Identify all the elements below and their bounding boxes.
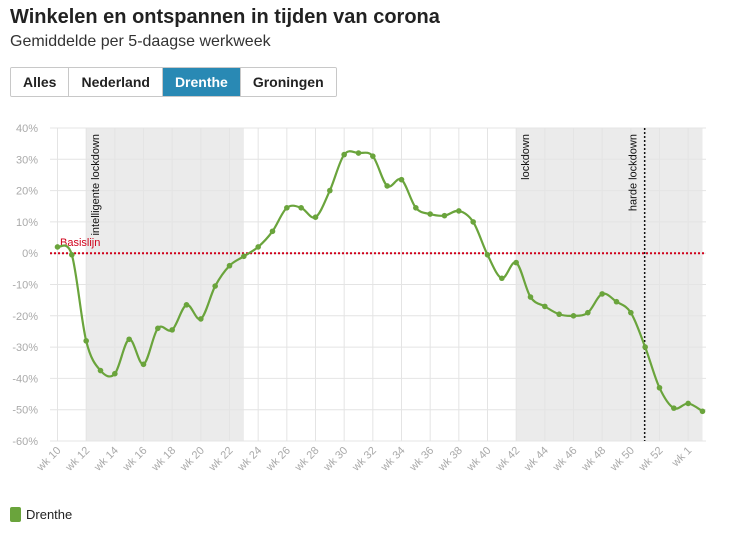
data-point: [599, 291, 605, 297]
data-point: [341, 151, 347, 158]
data-point: [54, 244, 61, 250]
baseline-label: Basislijn: [60, 237, 100, 249]
data-point: [226, 262, 233, 269]
x-tick-label: wk 40: [464, 445, 494, 475]
data-point: [398, 176, 405, 183]
y-tick-label: 10%: [16, 217, 38, 229]
y-tick-label: -50%: [12, 405, 38, 417]
marker-label-0: harde lockdown: [628, 134, 640, 211]
x-tick-label: wk 26: [263, 445, 293, 475]
data-point: [456, 208, 462, 214]
x-tick-label: wk 14: [91, 445, 121, 475]
data-point: [327, 187, 333, 194]
data-point: [570, 313, 577, 319]
period-label-0: intelligente lockdown: [90, 134, 102, 236]
data-point: [312, 214, 319, 221]
data-point: [542, 303, 548, 310]
data-point: [642, 344, 648, 350]
chart-subtitle: Gemiddelde per 5-daagse werkweek: [10, 33, 271, 50]
region-tabs: Alles Nederland Drenthe Groningen: [10, 67, 337, 97]
x-tick-label: wk 48: [579, 445, 609, 475]
data-point: [484, 251, 491, 258]
y-tick-label: -60%: [12, 436, 38, 448]
data-point: [384, 183, 390, 189]
data-point: [212, 283, 218, 289]
chart-title: Winkelen en ontspannen in tijden van cor…: [10, 6, 440, 28]
data-point: [255, 244, 261, 250]
y-tick-label: 20%: [16, 186, 38, 198]
x-tick-label: wk 42: [493, 445, 523, 475]
data-point: [140, 361, 147, 368]
data-point: [69, 251, 75, 258]
x-tick-label: wk 18: [149, 445, 179, 475]
data-point: [155, 325, 161, 332]
x-tick-label: wk 36: [407, 445, 437, 475]
tab-drenthe[interactable]: Drenthe: [162, 68, 241, 96]
data-point: [685, 400, 691, 407]
data-point: [699, 408, 706, 415]
y-tick-label: -20%: [12, 311, 38, 323]
data-point: [499, 275, 505, 282]
series-line-drenthe: [56, 150, 704, 413]
data-point: [97, 367, 104, 374]
data-point: [183, 302, 190, 308]
x-tick-label: wk 16: [120, 445, 150, 475]
data-point: [355, 150, 362, 156]
x-tick-label: wk 10: [34, 445, 64, 475]
x-tick-label: wk 32: [349, 445, 379, 475]
data-point: [628, 309, 634, 316]
data-point: [427, 211, 433, 217]
data-point: [269, 228, 276, 235]
data-point: [198, 316, 204, 322]
x-tick-label: wk 24: [235, 445, 265, 475]
x-tick-label: wk 50: [607, 445, 637, 475]
data-point: [441, 212, 448, 219]
data-point: [169, 327, 175, 333]
data-point: [284, 205, 290, 211]
x-tick-label: wk 46: [550, 445, 580, 475]
data-point: [656, 384, 663, 391]
x-tick-label: wk 38: [435, 445, 465, 475]
data-point: [370, 153, 376, 159]
data-point: [585, 309, 591, 316]
data-point: [513, 259, 519, 266]
data-point: [527, 294, 534, 300]
y-tick-label: 30%: [16, 154, 38, 166]
data-point: [112, 370, 118, 377]
legend[interactable]: Drenthe: [10, 507, 72, 522]
x-tick-label: wk 22: [206, 445, 236, 475]
data-point: [613, 298, 620, 305]
data-point: [470, 219, 476, 225]
data-point: [83, 338, 89, 344]
data-point: [241, 253, 247, 260]
x-tick-label: wk 12: [63, 445, 93, 475]
x-tick-label: wk 20: [177, 445, 207, 475]
legend-label: Drenthe: [26, 507, 73, 522]
legend-swatch: [10, 507, 21, 522]
y-tick-label: -40%: [12, 373, 38, 385]
data-point: [298, 205, 304, 211]
x-tick-label: wk 1: [669, 445, 694, 470]
x-tick-label: wk 30: [321, 445, 351, 475]
x-tick-label: wk 44: [521, 445, 551, 475]
x-tick-label: wk 34: [378, 445, 408, 475]
y-tick-label: 0%: [22, 248, 38, 260]
x-tick-label: wk 28: [292, 445, 322, 475]
y-tick-label: -10%: [12, 280, 38, 292]
data-point: [671, 405, 677, 411]
data-point: [126, 336, 132, 343]
y-tick-label: 40%: [16, 123, 38, 135]
y-tick-label: -30%: [12, 342, 38, 354]
period-label-1: lockdown: [520, 134, 532, 180]
x-tick-label: wk 52: [636, 445, 666, 475]
data-point: [556, 311, 562, 318]
tab-groningen[interactable]: Groningen: [240, 68, 336, 96]
tab-alles[interactable]: Alles: [11, 68, 70, 96]
data-point: [413, 205, 419, 211]
tab-nederland[interactable]: Nederland: [69, 68, 163, 96]
